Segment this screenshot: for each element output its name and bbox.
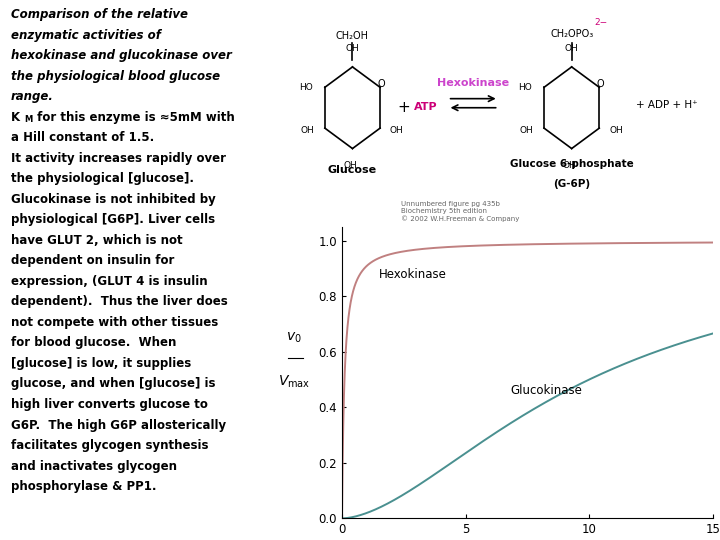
Text: 2−: 2− [594,18,607,27]
Text: OH: OH [390,126,404,136]
Text: Unnumbered figure pg 435b
Biochemistry 5th edition
© 2002 W.H.Freeman & Company: Unnumbered figure pg 435b Biochemistry 5… [401,201,520,222]
Text: expression, (GLUT 4 is insulin: expression, (GLUT 4 is insulin [11,275,207,288]
Text: dependent on insulin for: dependent on insulin for [11,254,174,267]
Text: phosphorylase & PP1.: phosphorylase & PP1. [11,480,156,493]
Text: CH₂OH: CH₂OH [336,31,369,40]
Text: OH: OH [562,161,576,170]
Text: dependent).  Thus the liver does: dependent). Thus the liver does [11,295,228,308]
Text: $V_{\rm max}$: $V_{\rm max}$ [278,373,310,389]
Text: hexokinase and glucokinase over: hexokinase and glucokinase over [11,49,232,62]
Text: OH: OH [519,126,533,136]
Text: have GLUT 2, which is not: have GLUT 2, which is not [11,234,183,247]
Text: +: + [397,100,410,115]
Text: [glucose] is low, it supplies: [glucose] is low, it supplies [11,357,192,370]
Text: OH: OH [300,126,314,136]
Text: $v_0$: $v_0$ [286,330,302,345]
Text: OH: OH [346,44,359,53]
Text: Comparison of the relative: Comparison of the relative [11,8,188,21]
Text: Glucokinase is not inhibited by: Glucokinase is not inhibited by [11,193,216,206]
Text: and inactivates glycogen: and inactivates glycogen [11,460,177,472]
Text: Glucose 6-phosphate: Glucose 6-phosphate [510,159,634,170]
Text: K: K [11,111,20,124]
Text: facilitates glycogen synthesis: facilitates glycogen synthesis [11,439,209,452]
Text: Hexokinase: Hexokinase [437,78,509,89]
Text: ATP: ATP [414,102,437,112]
Text: high liver converts glucose to: high liver converts glucose to [11,398,208,411]
Text: for this enzyme is ≈5mM with: for this enzyme is ≈5mM with [32,111,235,124]
Text: not compete with other tissues: not compete with other tissues [11,316,218,329]
Text: Hexokinase: Hexokinase [379,267,447,280]
Text: It activity increases rapidly over: It activity increases rapidly over [11,152,226,165]
Text: glucose, and when [glucose] is: glucose, and when [glucose] is [11,377,215,390]
Text: Glucokinase: Glucokinase [510,384,582,397]
Text: CH₂OPO₃: CH₂OPO₃ [550,29,593,39]
Text: a Hill constant of 1.5.: a Hill constant of 1.5. [11,131,154,144]
Text: OH: OH [343,161,357,170]
Text: O: O [596,79,604,90]
Text: O: O [377,79,384,90]
Text: (G-6P): (G-6P) [553,179,590,190]
Text: G6P.  The high G6P allosterically: G6P. The high G6P allosterically [11,418,226,431]
Text: physiological [G6P]. Liver cells: physiological [G6P]. Liver cells [11,213,215,226]
Text: enzymatic activities of: enzymatic activities of [11,29,161,42]
Text: Glucose: Glucose [328,165,377,175]
Text: the physiological [glucose].: the physiological [glucose]. [11,172,194,185]
Text: OH: OH [564,44,579,53]
Text: HO: HO [518,83,531,92]
Text: OH: OH [609,126,623,136]
Text: for blood glucose.  When: for blood glucose. When [11,336,176,349]
Text: HO: HO [299,83,312,92]
Text: M: M [24,115,32,124]
Text: the physiological blood glucose: the physiological blood glucose [11,70,220,83]
Text: + ADP + H⁺: + ADP + H⁺ [636,100,698,110]
Text: range.: range. [11,90,54,103]
